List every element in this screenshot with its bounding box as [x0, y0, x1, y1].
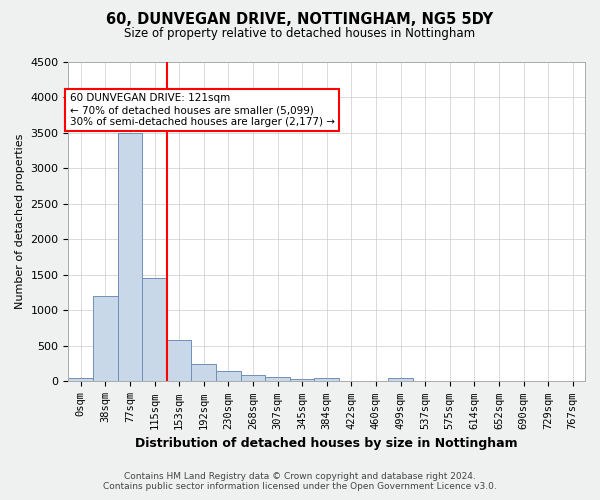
Bar: [314, 378, 339, 382]
Text: 60, DUNVEGAN DRIVE, NOTTINGHAM, NG5 5DY: 60, DUNVEGAN DRIVE, NOTTINGHAM, NG5 5DY: [106, 12, 494, 28]
Bar: [265, 377, 290, 382]
Bar: [68, 378, 93, 382]
Text: Contains HM Land Registry data © Crown copyright and database right 2024.
Contai: Contains HM Land Registry data © Crown c…: [103, 472, 497, 491]
Text: 60 DUNVEGAN DRIVE: 121sqm
← 70% of detached houses are smaller (5,099)
30% of se: 60 DUNVEGAN DRIVE: 121sqm ← 70% of detac…: [70, 94, 335, 126]
Bar: [142, 278, 167, 382]
Bar: [167, 340, 191, 382]
Bar: [118, 132, 142, 382]
Bar: [388, 378, 413, 382]
Bar: [191, 364, 216, 382]
Y-axis label: Number of detached properties: Number of detached properties: [15, 134, 25, 309]
Bar: [290, 378, 314, 382]
Bar: [216, 371, 241, 382]
Bar: [93, 296, 118, 382]
Text: Size of property relative to detached houses in Nottingham: Size of property relative to detached ho…: [124, 28, 476, 40]
Bar: [241, 375, 265, 382]
X-axis label: Distribution of detached houses by size in Nottingham: Distribution of detached houses by size …: [136, 437, 518, 450]
